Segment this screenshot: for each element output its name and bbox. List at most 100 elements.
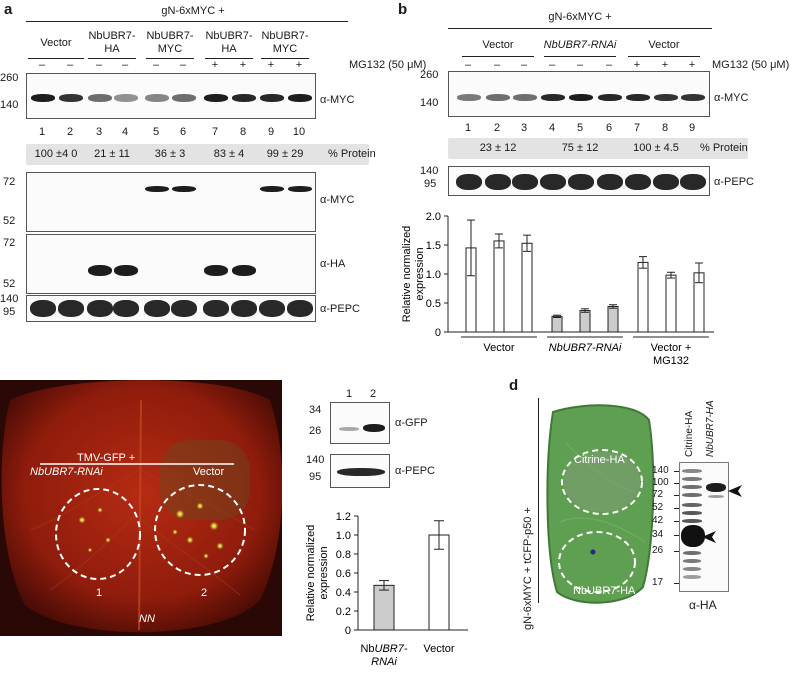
y-axis-label-line-c: Relative normalized: [305, 525, 317, 622]
band-myc-b: [457, 94, 481, 101]
mw-label-d: 140: [652, 465, 669, 476]
arrowhead-icon: [702, 531, 716, 543]
band-myc-a: [288, 94, 312, 102]
band-citrine-d: [682, 519, 702, 523]
band-myc-a: [59, 94, 83, 102]
y-axis-label-line-b: expression: [414, 247, 426, 300]
band-pepc-a: [30, 300, 56, 317]
x-category-label-part-c: UBR7-: [375, 643, 408, 655]
group-label-a: MYC: [272, 43, 298, 55]
band-ubr7myc-a: [260, 186, 284, 192]
mw-tick-d: [674, 551, 679, 552]
mw-pepc-140-b: 140: [420, 165, 439, 177]
y-tick-label-b: 1.0: [426, 269, 441, 281]
band-myc-b: [654, 94, 678, 101]
band-pepc-a: [287, 300, 313, 317]
y-tick-label-b: 0.5: [426, 298, 441, 310]
band-citrine-d: [682, 477, 702, 481]
x-group-label-b: Vector: [483, 342, 515, 354]
protein-box-b: [448, 138, 748, 159]
spot-1-label: 1: [96, 587, 103, 599]
lane-number-a: 3: [95, 126, 103, 138]
y-axis-label-b: Relative normalizedexpression: [401, 226, 426, 323]
lane-number-a: 7: [211, 126, 219, 138]
mw-tick-d: [674, 583, 679, 584]
panel-label-a: a: [4, 1, 13, 18]
mw-pepc-140-c: 140: [306, 454, 325, 466]
band-myc-a: [114, 94, 138, 102]
construct-line-b: [448, 28, 712, 29]
lane-number-b: 2: [493, 122, 501, 134]
protein-value-b: 75 ± 12: [561, 142, 599, 154]
band-pepc-a: [259, 300, 285, 317]
mw-tick-d: [674, 471, 679, 472]
blot-b-pepc: [448, 166, 710, 196]
group-label-a: HA: [221, 43, 237, 55]
band-ubr7myc-a: [288, 186, 312, 192]
mw-tick-d: [674, 495, 679, 496]
group-label-a: Vector: [40, 37, 72, 49]
band-pepc-a: [87, 300, 113, 317]
x-category-label-part-c: Nb: [360, 643, 374, 655]
band-ha-a: [88, 265, 112, 276]
band-myc-b: [681, 94, 705, 101]
band-ubr7myc-a: [172, 186, 196, 192]
band-myc-a: [88, 94, 112, 102]
blot-d-ha: [679, 462, 729, 592]
lane-number-b: 7: [633, 122, 641, 134]
bar-b: [665, 274, 677, 333]
mw-ha-52-a: 52: [3, 278, 16, 290]
mw-label-d: 72: [652, 489, 664, 500]
mg132-label-b: MG132 (50 μM): [712, 59, 790, 71]
mg132-mark-a: –: [66, 59, 74, 71]
mg132-mark-b: –: [493, 59, 501, 71]
y-tick-label-b: 0: [435, 327, 441, 339]
band-pepc-b: [597, 174, 623, 190]
panel-label-b: b: [398, 1, 408, 18]
mw-260-b: 260: [420, 69, 439, 81]
construct-label-b: gN-6xMYC +: [548, 11, 612, 23]
band-myc-a: [172, 94, 196, 102]
band-pepc-b: [568, 174, 594, 190]
band-citrine-d: [683, 575, 701, 579]
mg132-mark-b: +: [661, 59, 669, 71]
band-myc-a: [204, 94, 228, 102]
lane-number-b: 6: [605, 122, 613, 134]
bar-b: [607, 305, 619, 333]
group-label-b: Vector: [648, 39, 680, 51]
bar-b: [551, 315, 563, 333]
mw-pepc-95-a: 95: [3, 306, 16, 318]
leaf-image-c: [0, 380, 282, 636]
band-ubr7-d: [708, 495, 724, 498]
protein-value-a: 100 ±4 0: [34, 148, 78, 160]
band-citrine-d: [682, 485, 702, 489]
band-ha-a: [232, 265, 256, 276]
ab-ha-d: α-HA: [689, 598, 717, 612]
protein-label-b: % Protein: [700, 142, 748, 154]
band-myc-b: [626, 94, 650, 101]
lane-number-a: 1: [38, 126, 46, 138]
mw-34-c: 34: [309, 404, 322, 416]
mw-label-d: 34: [652, 529, 664, 540]
bar-b: [579, 310, 591, 333]
lane-2-c: 2: [370, 388, 377, 400]
ab-ha-a: α-HA: [320, 258, 346, 270]
blot-a-pepc: [26, 295, 316, 322]
band-myc-a: [31, 94, 55, 102]
band-pepc-b: [485, 174, 511, 190]
y-axis-label-line-c: expression: [318, 546, 330, 599]
panel-label-d: d: [509, 377, 519, 394]
bar-c: [373, 584, 395, 631]
band-ubr7myc-a: [145, 186, 169, 192]
ab-pepc-a: α-PEPC: [320, 303, 360, 315]
y-tick-label-c: 0.4: [336, 587, 351, 599]
mg132-mark-b: –: [576, 59, 584, 71]
band-pepc-a: [58, 300, 84, 317]
lane-number-b: 5: [576, 122, 584, 134]
mg132-mark-b: –: [548, 59, 556, 71]
y-tick-label-c: 0.8: [336, 549, 351, 561]
spot-2-label: 2: [201, 587, 208, 599]
chart-c: 0 0.2 0.4 0.6 0.8 1.0 1.2 Relative normalizedex…: [305, 511, 468, 668]
band-ha-a: [204, 265, 228, 276]
x-group-label-b: Vector +: [651, 342, 692, 354]
